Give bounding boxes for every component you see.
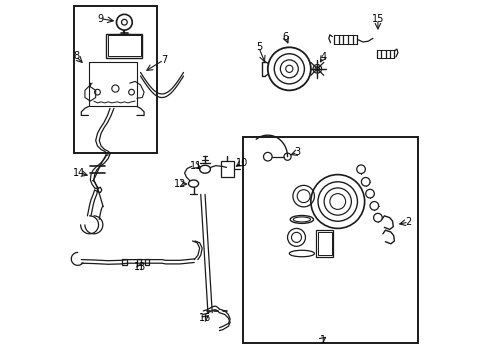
Bar <box>122 258 126 265</box>
Text: 8: 8 <box>73 51 79 61</box>
Bar <box>74 6 156 153</box>
Bar <box>317 232 331 255</box>
Circle shape <box>365 189 373 198</box>
Text: 13: 13 <box>133 262 145 272</box>
Text: 10: 10 <box>235 158 247 168</box>
Circle shape <box>267 47 310 90</box>
Text: 15: 15 <box>371 14 383 24</box>
Circle shape <box>361 177 369 186</box>
Bar <box>106 34 142 58</box>
Bar <box>316 230 333 257</box>
Text: 9: 9 <box>97 14 103 24</box>
Text: 1: 1 <box>319 334 325 345</box>
Bar <box>242 137 418 343</box>
Text: 12: 12 <box>173 179 186 189</box>
Text: 2: 2 <box>405 217 411 227</box>
Circle shape <box>369 202 378 210</box>
Circle shape <box>116 14 132 30</box>
Text: 14: 14 <box>73 168 85 178</box>
Text: 4: 4 <box>320 52 326 62</box>
Circle shape <box>356 165 365 174</box>
Text: 7: 7 <box>161 55 166 65</box>
Text: 11: 11 <box>189 161 202 171</box>
Bar <box>221 161 233 177</box>
Bar <box>144 258 149 265</box>
Circle shape <box>373 213 382 222</box>
Bar <box>108 36 140 56</box>
Text: 6: 6 <box>282 32 288 42</box>
Bar <box>136 258 141 265</box>
Text: 3: 3 <box>294 147 300 157</box>
Text: 16: 16 <box>199 313 211 323</box>
Text: 5: 5 <box>255 42 262 52</box>
Circle shape <box>310 175 364 228</box>
